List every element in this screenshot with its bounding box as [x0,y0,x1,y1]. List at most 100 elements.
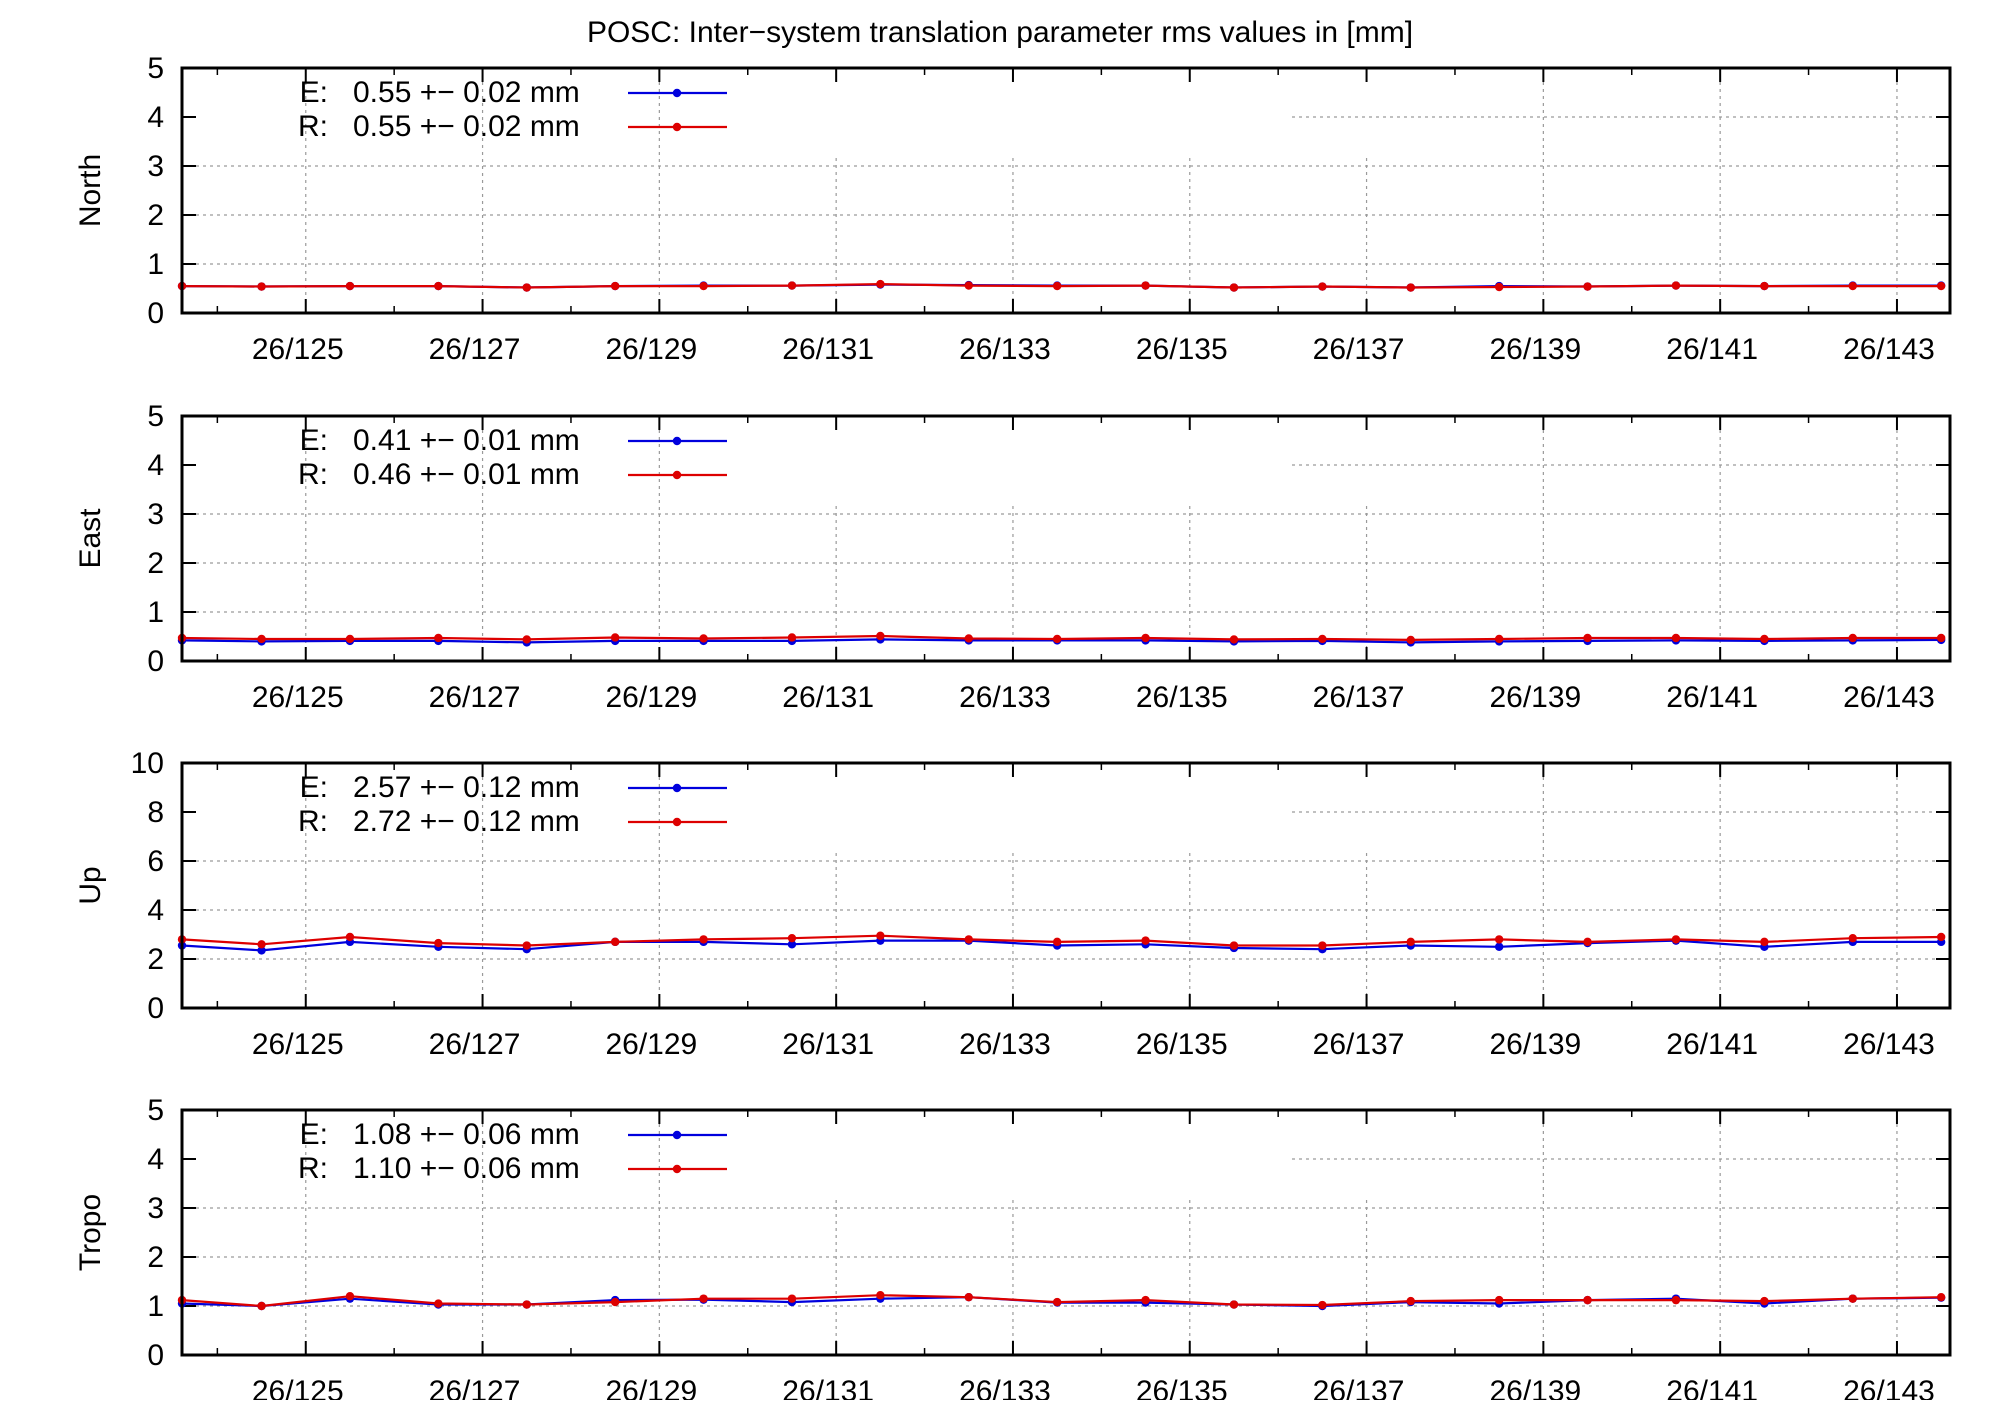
x-tick-label: 26/127 [429,1028,521,1061]
x-tick-label: 26/127 [429,681,521,714]
data-point-r [787,1294,797,1303]
y-tick-label: 4 [147,101,164,134]
x-tick-label: 26/141 [1666,1375,1758,1400]
plot-frame [180,1108,1952,1357]
x-tick-label: 26/139 [1489,681,1581,714]
data-point-r [1494,1295,1504,1305]
x-tick-label: 26/139 [1489,333,1581,366]
data-point-r [1760,937,1769,947]
data-point-r [699,281,708,291]
x-tick-label: 26/141 [1666,681,1758,714]
data-point-r [1318,1300,1327,1310]
legend-marker [672,1130,682,1140]
data-point-r [1760,634,1769,644]
data-point-r [876,931,885,940]
data-point-r [1848,933,1857,943]
data-point-r [787,281,797,290]
data-point-r [876,279,885,289]
data-point-r [345,281,355,291]
x-tick-label: 26/125 [252,681,344,714]
x-tick-label: 26/133 [959,681,1051,714]
panel-tropo: 0 1 2 3 4 5 26/125 26/127 26/129 26/131 26/133 26/1… [74,1094,1952,1405]
legend-marker [672,783,682,793]
data-point-r [1848,633,1857,643]
data-point-r [1318,941,1327,950]
data-point-r [1583,282,1592,291]
data-point-r [1494,634,1504,644]
data-point-r [1671,935,1681,944]
data-point-r [787,633,797,642]
x-tick-label: 26/131 [782,1375,874,1400]
data-point-r [1494,282,1504,292]
data-point-r [1406,937,1415,947]
legend-label: 0.55 +− 0.02 mm [353,76,580,109]
legend-key: R: [298,805,328,838]
x-tick-label: 26/129 [605,1375,697,1400]
legend-label: 2.57 +− 0.12 mm [353,771,580,804]
x-tick-label: 26/143 [1843,681,1935,714]
y-tick-label: 0 [147,297,164,330]
data-point-r [1760,281,1769,291]
data-point-r [876,1291,885,1300]
x-tick-label: 26/127 [429,1375,521,1400]
legend-key: R: [298,458,328,491]
data-point-r [1936,1292,1946,1302]
x-tick-label: 26/133 [959,1028,1051,1061]
legend-label: 1.08 +− 0.06 mm [353,1118,580,1151]
data-point-r [964,634,973,643]
data-point-r [1141,281,1150,290]
data-point-r [964,1292,973,1302]
legend-marker [672,436,682,446]
data-point-r [1229,1300,1239,1309]
y-tick-label: 2 [147,943,164,976]
data-point-r [610,633,620,642]
data-point-r [610,281,620,291]
x-tick-label: 26/129 [605,681,697,714]
data-point-r [345,932,355,942]
data-point-r [699,634,708,643]
y-tick-label: 10 [131,747,164,780]
x-tick-label: 26/127 [429,333,521,366]
legend-key: E: [300,771,328,804]
data-point-r [257,1301,266,1311]
data-point-r [434,633,443,643]
x-tick-label: 26/129 [605,1028,697,1061]
legend-marker [672,1164,682,1174]
data-point-r [1318,282,1327,291]
x-tick-label: 26/131 [782,333,874,366]
data-point-e [1494,942,1504,951]
data-point-r [1936,633,1946,643]
plot-frame [180,761,1952,1010]
y-tick-label: 5 [147,1094,164,1127]
y-axis-label: Tropo [74,1194,107,1271]
plot-frame [180,66,1952,315]
legend-marker [672,88,682,98]
data-point-r [699,935,708,944]
panel-east: 0 1 2 3 4 5 26/125 26/127 26/129 26/131 26/133 26/1… [74,400,1952,714]
data-point-e [787,940,797,949]
data-point-r [787,933,797,943]
data-point-r [1848,281,1857,291]
y-tick-label: 4 [147,894,164,927]
y-tick-label: 2 [147,199,164,232]
y-axis-label: East [74,508,107,569]
chart-title: POSC: Inter−system translation parameter… [587,16,1413,49]
data-point-r [434,938,443,948]
x-tick-label: 26/125 [252,1375,344,1400]
y-tick-label: 1 [147,596,164,629]
legend-label: 0.41 +− 0.01 mm [353,424,580,457]
data-point-r [434,1299,443,1308]
data-point-r [1141,1295,1150,1305]
data-point-r [345,634,355,644]
x-tick-label: 26/129 [605,333,697,366]
data-point-r [434,281,443,291]
y-tick-label: 6 [147,845,164,878]
data-point-r [522,635,531,644]
x-tick-label: 26/133 [959,1375,1051,1400]
y-tick-label: 3 [147,1192,164,1225]
plot-frame [180,414,1952,663]
legend-label: 2.72 +− 0.12 mm [353,805,580,838]
data-point-r [522,941,531,950]
